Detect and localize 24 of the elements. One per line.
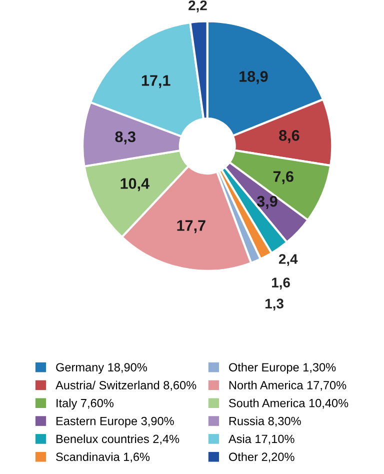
legend-label: Italy 7,60% <box>56 398 114 410</box>
data-label: 17,1 <box>142 75 170 88</box>
data-label: 1,3 <box>266 298 284 311</box>
data-label: 8,3 <box>115 131 136 144</box>
data-label: 2,2 <box>188 0 207 12</box>
legend-label: Germany 18,90% <box>56 363 147 374</box>
data-label: 17,7 <box>177 220 206 234</box>
data-label: 3,9 <box>256 196 278 209</box>
data-label: 7,6 <box>273 171 294 184</box>
legend-label: Scandinavia 1,6% <box>56 452 150 462</box>
data-label: 8,6 <box>279 130 300 144</box>
data-label: 10,4 <box>120 178 150 192</box>
legend-label: Other Europe 1,30% <box>229 362 336 374</box>
data-label: 2,4 <box>278 254 298 266</box>
legend-label: Eastern Europe 3,90% <box>56 416 174 428</box>
legend-label: Russia 8,30% <box>229 416 301 427</box>
legend-label: South America 10,40% <box>229 398 348 409</box>
legend-label: North America 17,70% <box>229 380 346 391</box>
legend-label: Asia 17,10% <box>228 434 294 445</box>
legend-label: Other 2,20% <box>229 452 294 462</box>
data-label: 18,9 <box>240 71 268 84</box>
legend-label: Austria/ Switzerland 8,60% <box>56 380 196 391</box>
legend-label: Benelux countries 2,4% <box>56 434 180 445</box>
data-label: 1,6 <box>272 278 290 290</box>
